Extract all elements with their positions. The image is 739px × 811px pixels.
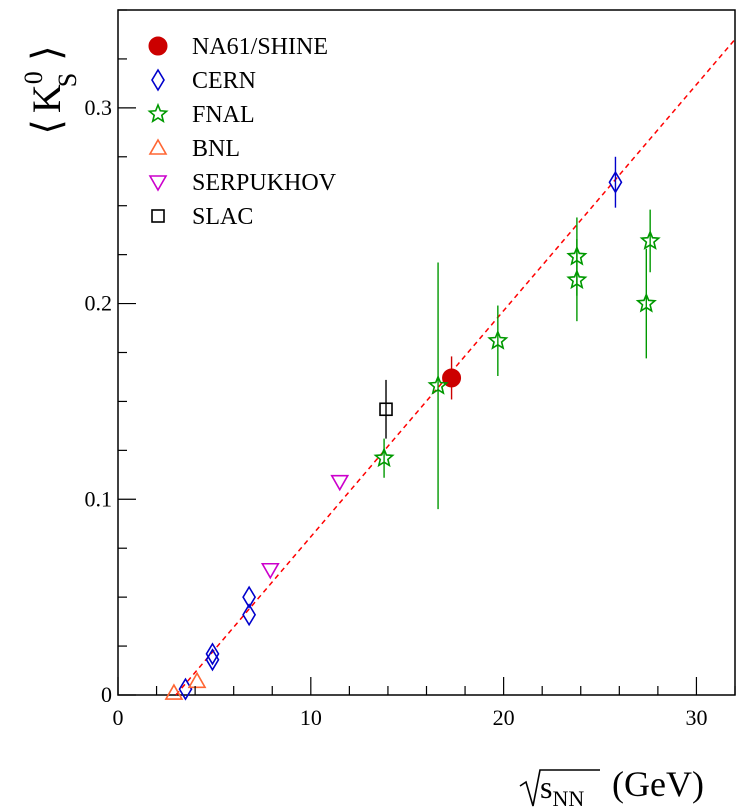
data-layer (164, 156, 661, 701)
legend-label-bnl: BNL (192, 136, 240, 162)
fnal-point (635, 292, 657, 313)
y-axis-title-main: K (24, 84, 69, 113)
cern-point (205, 642, 220, 666)
svg-text:⟨K0S⟩: ⟨ K0 S ⟩ (19, 45, 82, 135)
y-tick-label: 0.2 (85, 291, 113, 316)
serpukhov-point (330, 474, 350, 492)
x-tick-label: 30 (685, 705, 707, 730)
y-axis-title-sup: 0 (19, 71, 48, 84)
legend-label-serpukhov: SERPUKHOV (192, 170, 337, 196)
y-axis-title-open: ⟨ (24, 119, 69, 135)
legend-label-fnal: FNAL (192, 102, 255, 128)
fit-line (175, 38, 736, 696)
fnal-point (566, 245, 588, 266)
cern-point (242, 585, 257, 609)
x-tick-label: 20 (493, 705, 515, 730)
x-axis-title: sNN (GeV) (519, 764, 704, 811)
svg-text:sNN: sNN (540, 769, 584, 811)
legend: NA61/SHINE CERN FNAL BNL SERPUKHOV SLAC (147, 34, 337, 230)
legend-label-slac: SLAC (192, 204, 253, 230)
x-tick-label: 10 (300, 705, 322, 730)
x-axis-title-sub: NN (552, 786, 584, 811)
slac-point (379, 402, 393, 417)
legend-marker-slac (151, 209, 165, 223)
x-axis-title-unit: (GeV) (612, 764, 704, 804)
fit-line-layer (175, 38, 736, 696)
cern-point (178, 677, 193, 701)
y-axis-title-sub: S (53, 73, 82, 87)
fnal-point (487, 329, 509, 350)
legend-marker-na61-shine (148, 36, 168, 56)
x-axis-title-s: s (540, 769, 552, 805)
x-tick-label: 0 (113, 705, 124, 730)
legend-marker-cern (151, 68, 165, 92)
legend-marker-serpukhov (148, 175, 168, 192)
legend-label-cern: CERN (192, 68, 256, 94)
legend-label-na61-shine: NA61/SHINE (192, 34, 328, 60)
bnl-point (187, 671, 207, 689)
y-axis-title: ⟨ K0 S ⟩ (19, 45, 82, 135)
bnl-point (164, 683, 184, 700)
cern-point (608, 170, 623, 194)
fnal-point (427, 374, 449, 395)
fnal-point (639, 229, 661, 250)
cern-point (242, 603, 257, 627)
serpukhov-point (260, 562, 280, 580)
legend-marker-fnal (147, 102, 169, 123)
sqrt-symbol (519, 769, 600, 807)
fnal-point (373, 447, 395, 468)
y-tick-label: 0.3 (85, 95, 113, 120)
tick-layer: 0 10 20 30 0 0.1 0.2 0.3 (85, 9, 736, 730)
y-axis-title-close: ⟩ (24, 45, 69, 61)
y-tick-label: 0 (101, 682, 112, 707)
y-tick-label: 0.1 (85, 486, 113, 511)
legend-marker-bnl (148, 138, 168, 155)
